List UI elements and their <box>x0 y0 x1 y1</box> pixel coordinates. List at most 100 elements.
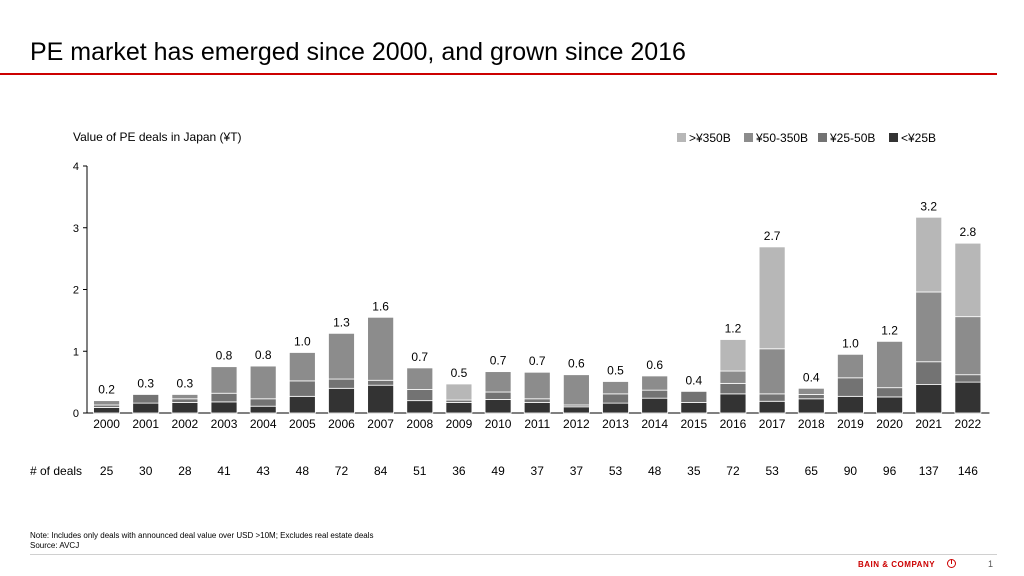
bar-segment <box>328 332 355 380</box>
bar-segment <box>837 377 864 397</box>
brand-logo: BAIN & COMPANY <box>858 560 936 569</box>
deal-count-label: 25 <box>100 464 114 478</box>
x-tick-label: 2021 <box>915 417 942 431</box>
bar-segment <box>915 216 943 293</box>
deal-count-label: 28 <box>178 464 192 478</box>
deals-row-label: # of deals <box>30 464 82 478</box>
bar-segment <box>562 374 590 406</box>
deal-count-label: 48 <box>296 464 310 478</box>
chart-title: Value of PE deals in Japan (¥T) <box>73 130 242 144</box>
bar-total-label: 1.6 <box>372 299 389 313</box>
y-tick-label: 0 <box>73 408 79 420</box>
deal-count-label: 96 <box>883 464 897 478</box>
bar-total-label: 0.3 <box>137 376 154 390</box>
bar-segment <box>680 390 708 403</box>
x-tick-label: 2010 <box>485 417 512 431</box>
x-tick-label: 2011 <box>524 417 550 431</box>
bar-total-label: 0.7 <box>490 354 507 368</box>
deal-count-label: 137 <box>919 464 939 478</box>
x-tick-label: 2020 <box>876 417 903 431</box>
y-tick-label: 3 <box>73 223 79 235</box>
legend-swatch <box>744 133 753 142</box>
page-title: PE market has emerged since 2000, and gr… <box>30 38 686 66</box>
x-tick-label: 2015 <box>680 417 707 431</box>
x-tick-label: 2004 <box>250 417 277 431</box>
x-tick-label: 2012 <box>563 417 590 431</box>
bar-segment <box>445 402 473 414</box>
deal-count-label: 35 <box>687 464 701 478</box>
bar-segment <box>562 406 590 414</box>
y-tick-label: 4 <box>73 161 79 173</box>
bar-segment <box>288 395 316 414</box>
deal-count-label: 36 <box>452 464 466 478</box>
bar-segment <box>719 382 747 395</box>
legend-label: >¥350B <box>689 131 731 145</box>
bar-segment <box>837 353 864 379</box>
legend-swatch <box>677 133 686 142</box>
bar-total-label: 0.5 <box>607 364 624 378</box>
bar-total-label: 0.6 <box>568 357 585 371</box>
bar-segment <box>915 384 943 414</box>
x-tick-label: 2018 <box>798 417 825 431</box>
bar-total-label: 1.3 <box>333 315 350 329</box>
bar-segment <box>288 352 316 382</box>
bar-total-label: 0.6 <box>646 358 663 372</box>
bar-total-label: 1.2 <box>725 322 742 336</box>
deal-count-label: 37 <box>570 464 584 478</box>
x-tick-label: 2005 <box>289 417 316 431</box>
deal-count-label: 53 <box>765 464 779 478</box>
bar-segment <box>719 370 747 384</box>
x-tick-label: 2001 <box>132 417 159 431</box>
bar-segment <box>93 407 120 414</box>
title-divider <box>0 73 997 75</box>
legend-swatch <box>889 133 898 142</box>
deal-count-label: 53 <box>609 464 623 478</box>
bar-segment <box>602 393 629 404</box>
x-tick-label: 2006 <box>328 417 355 431</box>
bar-total-label: 0.4 <box>685 373 702 387</box>
bar-total-label: 0.5 <box>451 366 468 380</box>
bar-total-label: 2.7 <box>764 229 781 243</box>
bar-segment <box>249 398 277 407</box>
bar-total-label: 1.2 <box>881 323 898 337</box>
deal-count-label: 30 <box>139 464 153 478</box>
deal-count-label: 37 <box>531 464 545 478</box>
bar-segment <box>132 394 160 404</box>
deal-count-label: 51 <box>413 464 427 478</box>
bar-segment <box>758 246 786 350</box>
footer-divider <box>30 554 997 555</box>
bar-segment <box>367 316 395 381</box>
bar-segment <box>328 387 355 414</box>
deal-count-label: 72 <box>335 464 349 478</box>
bar-segment <box>406 400 434 414</box>
bar-total-label: 0.3 <box>177 376 194 390</box>
bar-segment <box>954 381 982 414</box>
bar-total-label: 0.7 <box>411 350 428 364</box>
x-tick-label: 2016 <box>720 417 747 431</box>
bar-segment <box>523 398 551 403</box>
bar-segment <box>758 400 786 414</box>
deal-count-label: 48 <box>648 464 662 478</box>
bar-segment <box>171 394 199 400</box>
bar-segment <box>132 402 160 414</box>
bar-segment <box>915 291 943 363</box>
bar-segment <box>328 378 355 389</box>
brand-logo-icon <box>947 559 956 568</box>
x-tick-label: 2022 <box>955 417 982 431</box>
bar-segment <box>484 399 512 414</box>
bar-segment <box>641 389 669 399</box>
x-tick-label: 2000 <box>93 417 120 431</box>
bar-total-label: 3.2 <box>920 199 937 213</box>
bar-total-label: 2.8 <box>960 225 977 239</box>
deal-count-label: 43 <box>256 464 270 478</box>
bar-segment <box>367 379 395 386</box>
bar-segment <box>171 398 199 403</box>
x-tick-label: 2009 <box>446 417 473 431</box>
bar-segment <box>641 375 669 391</box>
bar-segment <box>406 389 434 402</box>
deal-count-label: 41 <box>217 464 231 478</box>
bar-segment <box>484 371 512 393</box>
bar-segment <box>641 397 669 414</box>
chart-notes: Note: Includes only deals with announced… <box>30 531 374 551</box>
x-tick-label: 2002 <box>172 417 199 431</box>
